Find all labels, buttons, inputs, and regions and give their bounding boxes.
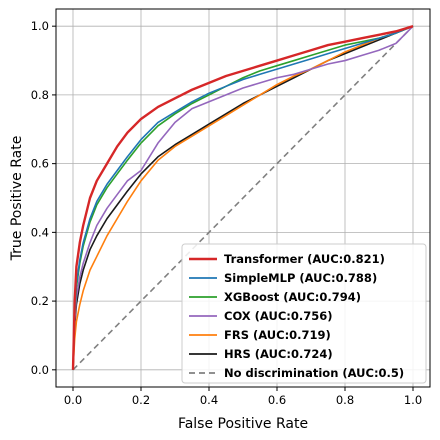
grid (56, 9, 430, 387)
y-tick-label: 0.4 (31, 225, 49, 239)
series-line-1 (72, 25, 414, 370)
legend-label: FRS (AUC:0.719) (224, 328, 331, 342)
legend-label: No discrimination (AUC:0.5) (224, 366, 404, 380)
series-line-3 (72, 25, 414, 370)
legend-label: HRS (AUC:0.724) (224, 347, 333, 361)
legend-label: XGBoost (AUC:0.794) (224, 290, 361, 304)
x-tick-label: 0.6 (268, 393, 286, 407)
legend-box (181, 243, 427, 384)
x-tick-label: 0.2 (132, 393, 150, 407)
legend-label: COX (AUC:0.756) (224, 309, 333, 323)
y-tick-label: 1.0 (31, 19, 49, 33)
series-line-4 (72, 25, 414, 370)
x-tick-label: 0.4 (200, 393, 218, 407)
legend-label: SimpleMLP (AUC:0.788) (224, 271, 377, 285)
x-axis-label: False Positive Rate (178, 416, 308, 432)
y-tick-label: 0.6 (31, 157, 49, 171)
series-lines (71, 25, 414, 371)
x-tick-label: 0.8 (336, 393, 354, 407)
legend-label: Transformer (AUC:0.821) (224, 252, 385, 266)
x-tick-label: 0.0 (64, 393, 82, 407)
x-tick-label: 1.0 (404, 393, 422, 407)
series-line-0 (71, 25, 414, 370)
y-tick-label: 0.0 (31, 363, 49, 377)
series-line-5 (72, 25, 414, 370)
series-line-6 (72, 25, 414, 371)
plot-frame (55, 8, 431, 388)
y-tick-label: 0.2 (31, 294, 49, 308)
y-tick-label: 0.8 (31, 88, 49, 102)
axis-ticks: 0.0 0.2 0.4 0.6 0.8 1.0 0.0 0.2 0.4 0.6 0.8 1.0 (31, 19, 422, 407)
y-axis-label: True Positive Rate (9, 136, 25, 262)
legend: Transformer (AUC:0.821) SimpleMLP (AUC:0.… (181, 243, 427, 384)
series-line-2 (72, 25, 414, 370)
